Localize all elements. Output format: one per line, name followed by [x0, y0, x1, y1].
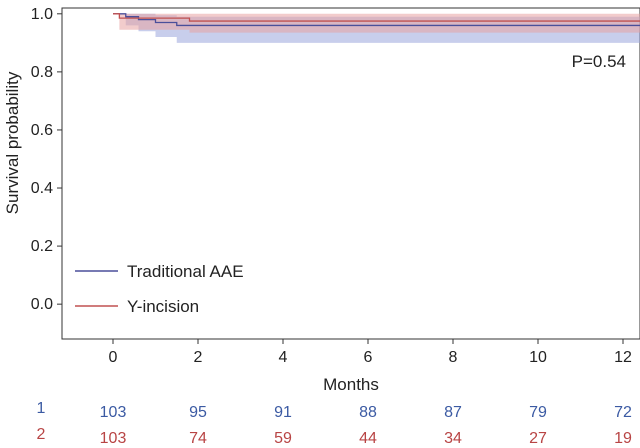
x-tick-label: 2 — [194, 349, 203, 366]
y-tick-label: 0.4 — [31, 180, 53, 197]
risk-count: 87 — [444, 404, 462, 421]
y-tick-label: 1.0 — [31, 6, 53, 23]
risk-count: 59 — [274, 430, 292, 447]
risk-count: 88 — [359, 404, 377, 421]
risk-count: 44 — [359, 430, 377, 447]
x-tick-label: 6 — [364, 349, 373, 366]
risk-count: 27 — [529, 430, 547, 447]
x-tick-label: 8 — [449, 349, 458, 366]
y-axis-title: Survival probability — [3, 71, 22, 214]
y-axis-ticks: 0.0 0.2 0.4 0.6 0.8 1.0 — [31, 6, 62, 313]
risk-count: 72 — [614, 404, 632, 421]
y-tick-label: 0.8 — [31, 64, 53, 81]
y-tick-label: 0.6 — [31, 122, 53, 139]
survival-line-2 — [113, 13, 640, 22]
risk-count: 34 — [444, 430, 462, 447]
x-tick-label: 0 — [109, 349, 118, 366]
legend-label-y-incision: Y-incision — [127, 297, 199, 316]
x-tick-label: 12 — [614, 349, 632, 366]
x-axis-title: Months — [323, 375, 379, 394]
risk-count: 91 — [274, 404, 292, 421]
confidence-bands — [113, 13, 640, 43]
number-at-risk-table: 1 103 95 91 88 87 79 72 2 103 74 59 44 34 27 19 — [37, 400, 632, 447]
risk-count: 79 — [529, 404, 547, 421]
x-tick-label: 4 — [279, 349, 288, 366]
survival-line-1 — [113, 13, 640, 27]
p-value-label: P=0.54 — [572, 52, 626, 71]
y-tick-label: 0.2 — [31, 238, 53, 255]
risk-row-label: 1 — [37, 400, 46, 417]
risk-count: 19 — [614, 430, 632, 447]
y-tick-label: 0.0 — [31, 296, 53, 313]
x-tick-label: 10 — [529, 349, 547, 366]
survival-lines — [113, 13, 640, 27]
risk-count: 103 — [100, 430, 127, 447]
legend: Traditional AAE Y-incision — [75, 262, 244, 316]
x-axis-ticks: 0 2 4 6 8 10 12 — [109, 339, 632, 366]
risk-count: 95 — [189, 404, 207, 421]
risk-count: 103 — [100, 404, 127, 421]
risk-row-label: 2 — [37, 426, 46, 443]
legend-label-traditional-aae: Traditional AAE — [127, 262, 244, 281]
plot-frame — [61, 7, 640, 340]
risk-count: 74 — [189, 430, 207, 447]
